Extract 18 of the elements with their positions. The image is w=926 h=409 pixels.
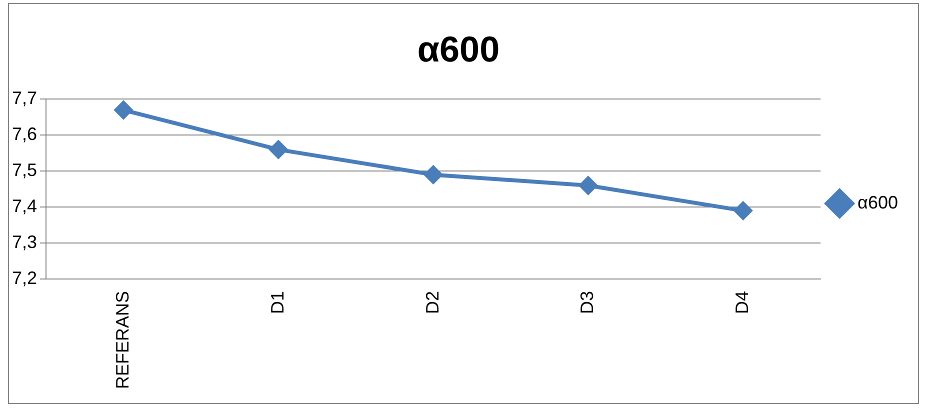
x-tick-label: D2 xyxy=(422,290,442,314)
chart-title: α600 xyxy=(417,28,500,70)
y-tick-label: 7,2 xyxy=(12,268,38,288)
point xyxy=(734,202,752,220)
y-tick-label: 7,6 xyxy=(12,124,38,144)
point xyxy=(269,140,288,159)
x-tick-label: REFERANS xyxy=(112,290,132,389)
y-tick-label: 7,3 xyxy=(12,232,38,252)
x-tick-label: D1 xyxy=(267,290,288,314)
y-tick-label: 7,5 xyxy=(12,160,38,180)
point xyxy=(114,100,132,119)
point xyxy=(579,176,598,194)
legend-label: α600 xyxy=(858,192,898,212)
point xyxy=(424,166,442,184)
x-tick-label: D3 xyxy=(577,290,598,314)
y-tick-label: 7,7 xyxy=(12,88,38,108)
x-tick-label: D4 xyxy=(732,290,752,314)
y-tick-label: 7,4 xyxy=(12,196,38,216)
